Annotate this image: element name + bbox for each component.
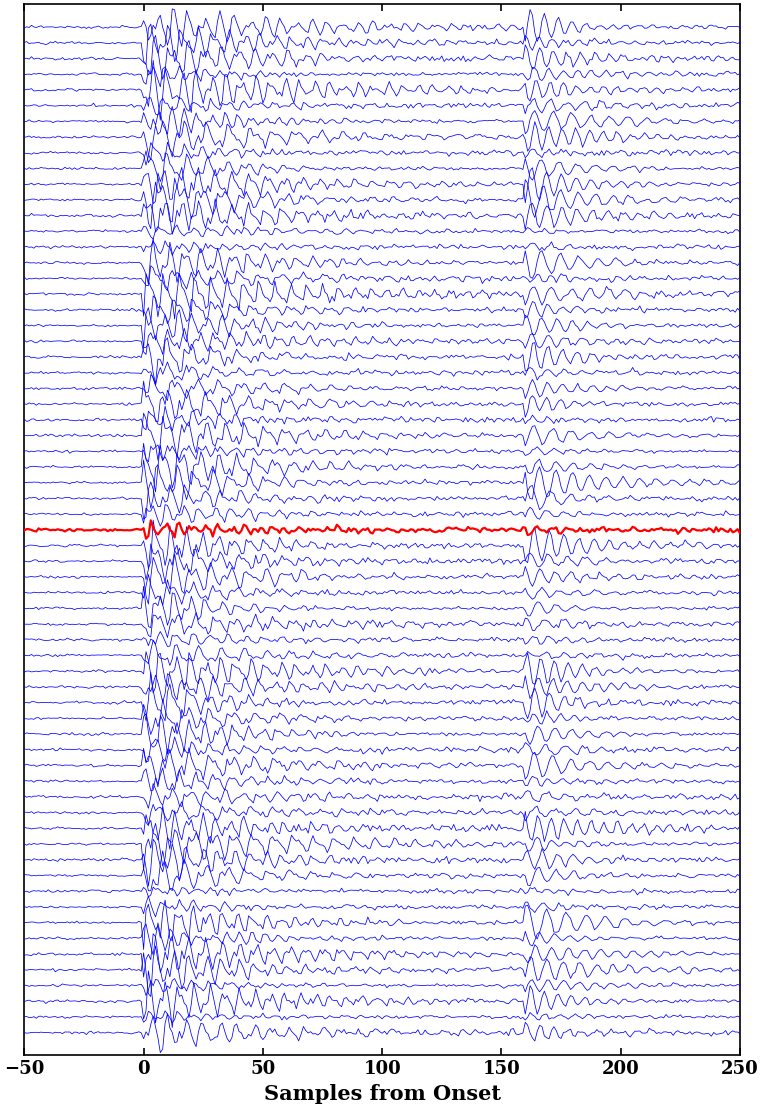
X-axis label: Samples from Onset: Samples from Onset — [264, 1084, 501, 1104]
